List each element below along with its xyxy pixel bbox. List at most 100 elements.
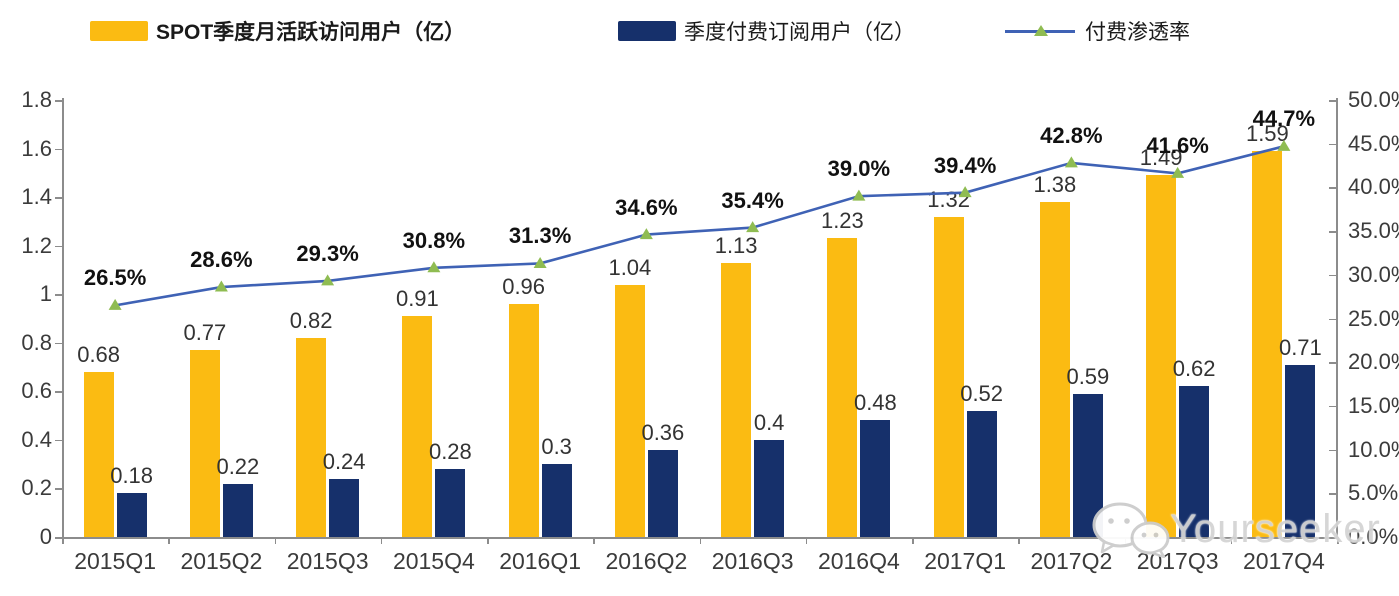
bar-value-label-subscribers: 0.71 [1278, 334, 1322, 360]
bar-value-label-mau: 1.23 [820, 208, 864, 234]
legend-label-penetration: 付费渗透率 [1085, 21, 1190, 44]
wechat-icon [1092, 502, 1170, 558]
x-axis-category-label: 2016Q3 [711, 548, 794, 574]
penetration-marker-icon [746, 221, 760, 233]
penetration-marker-icon [639, 228, 653, 240]
right-axis-line [1336, 98, 1338, 537]
bar-value-label-subscribers: 0.22 [216, 453, 260, 479]
left-axis-tick [55, 294, 62, 296]
penetration-marker-icon [321, 274, 335, 286]
right-axis-tick [1329, 274, 1337, 277]
bar-value-label-subscribers: 0.48 [853, 390, 897, 416]
bar-mau [1146, 175, 1177, 537]
x-axis-category-label: 2016Q4 [817, 548, 900, 574]
penetration-marker-icon [108, 298, 122, 310]
left-axis-tick [55, 342, 62, 345]
x-axis-tick [699, 537, 701, 544]
x-axis-category-label: 2015Q2 [180, 548, 263, 574]
right-axis-tick [1329, 493, 1337, 495]
left-axis-tick-label: 1.8 [21, 87, 52, 112]
bar-value-label-mau: 1.13 [714, 232, 758, 258]
legend-label-subscribers: 季度付费订阅用户（亿） [684, 21, 915, 44]
right-axis-tick [1329, 231, 1337, 233]
penetration-pct-label: 31.3% [508, 223, 572, 249]
watermark: Yourseeker [1090, 500, 1381, 558]
right-axis-tick-label: 0.0% [1348, 524, 1399, 549]
penetration-pct-label: 41.6% [1146, 133, 1209, 159]
x-axis-category-label: 2015Q4 [392, 548, 475, 574]
bar-value-label-subscribers: 0.28 [428, 439, 472, 465]
bar-mau [1252, 150, 1283, 537]
x-axis-category-label: 2016Q2 [605, 548, 688, 574]
right-axis-tick [1329, 100, 1337, 102]
penetration-pct-label: 44.7% [1252, 106, 1316, 132]
left-axis-tick-label: 1.4 [21, 184, 52, 210]
left-axis-tick [55, 148, 62, 151]
left-axis-tick-label: 0.4 [21, 426, 52, 452]
bar-subscribers [329, 478, 360, 537]
subscribers-bar-swatch-icon [618, 21, 676, 41]
bar-value-label-mau: 0.96 [502, 273, 546, 299]
left-axis-tick-label: 1 [39, 281, 52, 307]
penetration-pct-label: 28.6% [190, 247, 253, 273]
penetration-pct-label: 35.4% [721, 187, 784, 213]
left-axis-tick [55, 391, 62, 393]
bar-value-label-subscribers: 0.24 [322, 448, 366, 474]
legend-item-penetration: 付费渗透率 [1005, 14, 1190, 48]
bar-value-label-subscribers: 0.3 [541, 434, 572, 460]
bar-subscribers [222, 483, 253, 537]
right-axis-tick-label: 10.0% [1348, 436, 1399, 462]
penetration-pct-label: 39.4% [933, 152, 997, 178]
bar-subscribers [966, 410, 997, 537]
right-axis-tick-label: 20.0% [1348, 349, 1399, 375]
bar-mau [721, 262, 752, 537]
bar-mau [402, 316, 433, 537]
bar-subscribers [435, 469, 466, 537]
legend-item-mau: SPOT季度月活跃访问用户（亿） [90, 14, 465, 48]
right-axis-tick-label: 25.0% [1348, 305, 1399, 331]
triangle-marker-icon [1034, 25, 1048, 36]
x-axis-category-label: 2016Q1 [499, 548, 582, 574]
mau-bar-swatch-icon [90, 21, 148, 41]
x-axis-category-label: 2017Q2 [1030, 548, 1113, 574]
bar-value-label-mau: 0.82 [289, 307, 333, 333]
left-axis-tick-label: 0.2 [21, 475, 52, 501]
left-axis-tick [55, 439, 62, 442]
right-axis-tick [1329, 318, 1337, 320]
legend: SPOT季度月活跃访问用户（亿） 季度付费订阅用户（亿） 付费渗透率 [0, 14, 1399, 50]
left-axis-tick-label: 1.6 [21, 135, 52, 161]
penetration-pct-label: 26.5% [83, 265, 147, 291]
right-axis-tick-label: 15.0% [1348, 392, 1399, 418]
right-axis-tick [1329, 143, 1337, 146]
x-axis-tick [912, 537, 914, 544]
bar-mau [296, 337, 327, 537]
right-axis-tick-label: 30.0% [1348, 261, 1399, 287]
left-axis-tick [55, 197, 62, 199]
right-axis-tick-label: 5.0% [1348, 480, 1399, 506]
bar-subscribers [1285, 364, 1316, 537]
x-axis-tick [1230, 537, 1233, 544]
x-axis-tick [487, 537, 489, 544]
penetration-marker-icon [533, 256, 547, 268]
bar-mau [827, 238, 858, 537]
left-axis-tick-label: 0.6 [21, 378, 52, 404]
bar-value-label-mau: 0.91 [395, 286, 439, 312]
x-axis-tick [168, 537, 170, 544]
bar-mau [189, 350, 220, 537]
x-axis-tick [62, 537, 64, 544]
penetration-pct-label: 42.8% [1040, 122, 1103, 148]
penetration-line-swatch-icon [1005, 24, 1075, 38]
penetration-marker-icon [852, 189, 866, 201]
left-axis-tick [55, 488, 62, 490]
penetration-pct-label: 29.3% [296, 240, 359, 266]
bar-mau [508, 303, 539, 537]
right-axis-tick [1329, 187, 1337, 189]
penetration-pct-label: 39.0% [827, 156, 891, 182]
x-axis-category-label: 2015Q3 [286, 548, 369, 574]
right-axis-tick [1329, 362, 1337, 364]
bar-value-label-mau: 1.32 [927, 186, 971, 212]
bar-subscribers [116, 493, 147, 537]
bar-subscribers [860, 420, 891, 537]
bar-mau [933, 216, 964, 537]
legend-label-mau: SPOT季度月活跃访问用户（亿） [156, 21, 466, 44]
